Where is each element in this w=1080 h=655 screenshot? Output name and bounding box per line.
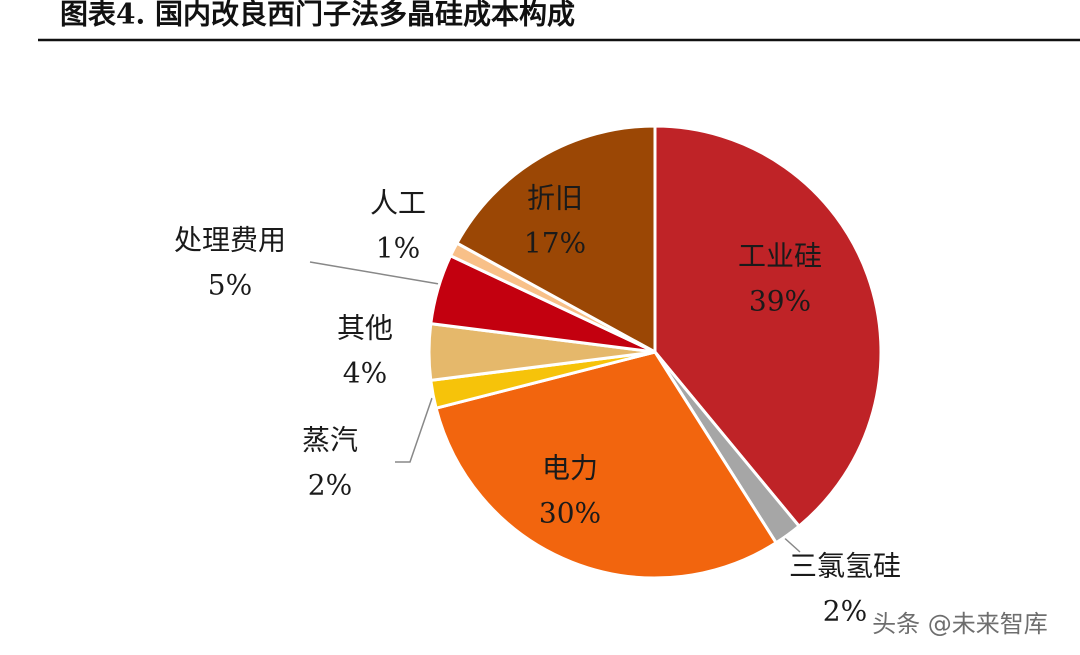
value-label: 39% [749, 285, 811, 318]
value-label: 5% [208, 269, 252, 302]
leader-line [395, 397, 433, 463]
slice-label: 处理费用 [174, 224, 286, 257]
value-label: 2% [823, 595, 867, 628]
slice-label: 其他 [337, 312, 393, 345]
chart-title: 图表4. 国内改良西门子法多晶硅成本构成 [60, 0, 575, 31]
value-label: 17% [524, 227, 586, 260]
slice-label: 三氯氢硅 [789, 550, 901, 583]
pie-slice [653, 124, 883, 529]
value-label: 30% [539, 497, 601, 530]
leader-line [309, 261, 446, 286]
value-label: 1% [376, 232, 420, 265]
slice-label: 折旧 [527, 182, 583, 215]
slice-label: 人工 [370, 187, 426, 220]
watermark: 头条 @未来智库 [872, 610, 1048, 638]
value-label: 4% [343, 357, 387, 390]
pie-slice [434, 350, 779, 580]
slice-label: 蒸汽 [302, 424, 358, 457]
value-label: 2% [308, 469, 352, 502]
slice-label: 工业硅 [738, 240, 822, 273]
pie-slice [454, 124, 657, 355]
slice-label: 电力 [542, 452, 598, 485]
